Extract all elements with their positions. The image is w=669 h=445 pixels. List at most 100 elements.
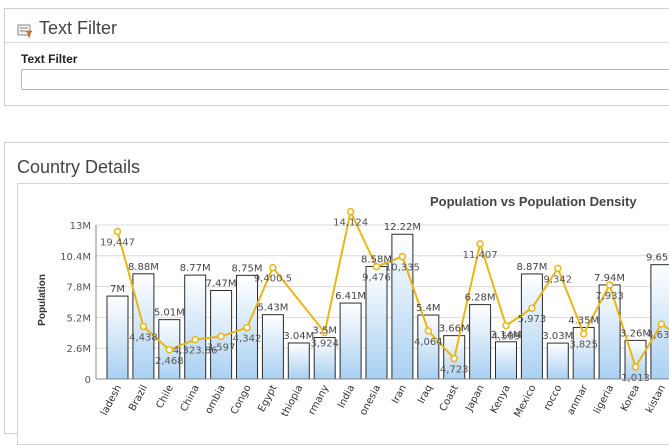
- text-filter-field-label: Text Filter: [21, 52, 77, 66]
- density-point: [244, 325, 250, 331]
- category-label: Chile: [154, 383, 175, 410]
- density-label: 3,924: [310, 339, 339, 350]
- category-label: Iraq: [416, 383, 435, 405]
- density-label: 3,825: [569, 340, 598, 351]
- density-label: 2,468: [155, 356, 184, 367]
- category-label: Iran: [390, 383, 409, 405]
- density-point: [555, 265, 561, 271]
- y-tick-label: 10.4M: [60, 252, 91, 263]
- population-label: 5.01M: [154, 308, 185, 319]
- y-tick-label: 5.2M: [66, 313, 91, 324]
- y-axis-label: Population: [37, 274, 48, 326]
- density-label: 4,064: [414, 337, 443, 348]
- category-label: China: [179, 383, 202, 413]
- y-tick-label: 13M: [70, 221, 91, 232]
- population-label: 5.4M: [416, 303, 441, 314]
- density-point: [399, 254, 405, 260]
- country-details-panel: Country Details Population vs Population…: [4, 142, 669, 434]
- filter-icon: [17, 24, 33, 38]
- density-label: 9,342: [543, 274, 572, 285]
- population-bar: [262, 315, 283, 379]
- density-point: [425, 328, 431, 334]
- country-details-header: Country Details: [5, 143, 669, 183]
- density-point: [166, 347, 172, 353]
- population-bar: [107, 296, 128, 379]
- density-label: 4,509: [492, 332, 521, 343]
- category-label: anmar: [565, 382, 590, 417]
- density-label: 19,447: [100, 238, 135, 249]
- population-bar: [547, 343, 568, 379]
- y-tick-label: 2.6M: [66, 344, 91, 355]
- population-bar: [496, 342, 517, 379]
- text-filter-header: Text Filter: [5, 9, 669, 43]
- density-point: [140, 323, 146, 329]
- population-bar: [470, 305, 491, 379]
- text-filter-title: Text Filter: [39, 18, 117, 39]
- population-label: 12.22M: [384, 222, 421, 233]
- density-label: 9,476: [362, 273, 391, 284]
- population-bar: [288, 343, 309, 379]
- category-label: Brazil: [127, 383, 150, 413]
- category-label: onesia: [358, 383, 383, 417]
- category-label: Coast: [438, 383, 461, 413]
- population-bar: [185, 275, 206, 379]
- population-bar: [521, 274, 542, 379]
- category-label: rmany: [307, 383, 332, 417]
- population-label: 7.94M: [594, 273, 625, 284]
- density-point: [218, 333, 224, 339]
- category-label: Korea: [619, 383, 642, 413]
- density-label: 3,597: [207, 342, 236, 353]
- density-point: [348, 209, 354, 215]
- population-label: 8.88M: [128, 262, 159, 273]
- category-label: Japan: [463, 383, 486, 414]
- density-point: [658, 321, 664, 327]
- density-point: [529, 305, 535, 311]
- population-label: 6.28M: [465, 293, 496, 304]
- category-label: Mexico: [512, 383, 538, 419]
- text-filter-input[interactable]: [21, 69, 669, 90]
- density-point: [633, 364, 639, 370]
- density-point: [192, 337, 198, 343]
- density-label: 4,633: [647, 330, 669, 341]
- category-label: India: [336, 383, 357, 410]
- category-label: rocco: [542, 383, 564, 412]
- population-label: 3.5M: [312, 326, 337, 337]
- category-label: Egypt: [256, 383, 279, 414]
- population-label: 8.87M: [516, 262, 547, 273]
- density-point: [503, 323, 509, 329]
- density-point: [451, 356, 457, 362]
- population-label: 9.65M: [646, 253, 669, 264]
- density-label: 10,335: [385, 263, 420, 274]
- category-label: ombia: [203, 383, 227, 416]
- population-label: 7M: [110, 284, 125, 295]
- density-point: [581, 331, 587, 337]
- y-tick-label: 7.8M: [66, 283, 91, 294]
- category-label: thiopia: [280, 383, 306, 419]
- category-label: kistan: [644, 383, 668, 415]
- density-label: 5,973: [518, 314, 547, 325]
- density-point: [270, 265, 276, 271]
- population-label: 6.41M: [335, 291, 366, 302]
- category-label: Congo: [229, 383, 254, 416]
- population-label: 3.66M: [439, 324, 470, 335]
- population-label: 5.43M: [257, 303, 288, 314]
- density-label: 14,124: [333, 218, 368, 229]
- density-label: 1,013: [621, 373, 650, 384]
- density-label: 7,933: [595, 291, 624, 302]
- population-label: 7.47M: [206, 279, 237, 290]
- text-filter-panel: Text Filter Text Filter: [4, 8, 669, 106]
- chart-title: Population vs Population Density: [430, 194, 637, 209]
- population-label: 4.35M: [568, 315, 599, 326]
- category-label: ladesh: [99, 383, 124, 417]
- density-point: [115, 229, 121, 235]
- density-label: 4,438: [129, 332, 158, 343]
- category-label: ligeria: [592, 383, 616, 416]
- population-label: 8.77M: [180, 263, 211, 274]
- density-label: 4,723: [440, 365, 469, 376]
- density-label: 11,407: [463, 250, 498, 261]
- population-bar: [340, 303, 361, 379]
- country-details-title: Country Details: [17, 157, 140, 178]
- category-label: Kenya: [489, 383, 513, 415]
